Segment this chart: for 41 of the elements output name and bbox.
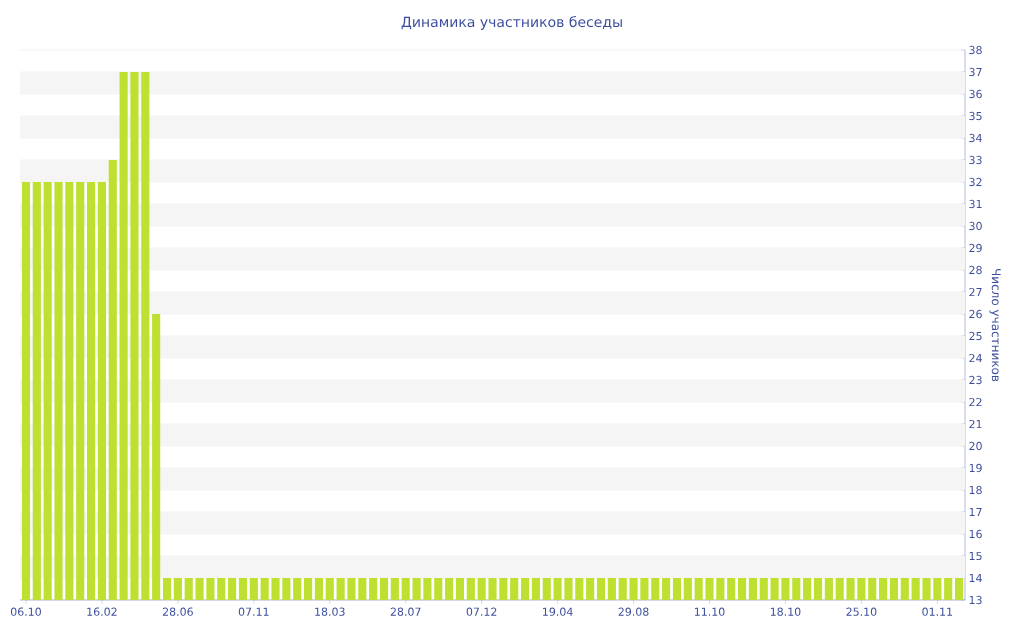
y-tick-label: 16 <box>969 529 982 539</box>
y-tick-label: 24 <box>969 353 982 363</box>
x-tick-label: 01.11 <box>922 607 953 616</box>
y-tick-label: 35 <box>969 111 982 121</box>
x-tick-label: 16.02 <box>87 607 117 616</box>
x-tick-label: 07.12 <box>466 607 497 616</box>
y-axis-title: Число участников <box>989 269 1001 382</box>
x-tick-label: 29.08 <box>618 607 649 616</box>
y-tick-label: 29 <box>969 243 982 253</box>
y-tick-label: 27 <box>969 287 982 297</box>
x-tick-label: 11.10 <box>694 607 725 616</box>
y-tick-label: 25 <box>969 331 982 341</box>
x-tick-label: 07.11 <box>238 607 269 616</box>
y-tick-label: 13 <box>969 595 982 605</box>
y-tick-label: 34 <box>969 133 982 143</box>
y-tick-label: 37 <box>969 67 982 77</box>
x-tick-label: 25.10 <box>846 607 877 616</box>
x-tick-label: 28.06 <box>162 607 193 616</box>
x-tick-label: 28.07 <box>390 607 421 616</box>
y-tick-label: 22 <box>969 397 982 407</box>
chart-title: Динамика участников беседы <box>401 16 622 30</box>
y-tick-label: 19 <box>969 463 982 473</box>
y-tick-label: 23 <box>969 375 982 385</box>
y-tick-label: 15 <box>969 551 982 561</box>
y-tick-label: 17 <box>969 507 982 517</box>
y-tick-label: 14 <box>969 574 982 583</box>
x-tick-label: 06.10 <box>10 607 41 616</box>
x-tick-label: 18.03 <box>315 607 345 616</box>
y-tick-label: 38 <box>969 45 982 55</box>
y-tick-label: 31 <box>969 199 982 209</box>
y-tick-label: 20 <box>969 441 982 451</box>
y-tick-label: 30 <box>969 221 982 231</box>
x-tick-label: 18.10 <box>770 607 801 616</box>
y-tick-label: 18 <box>969 485 982 495</box>
y-tick-label: 21 <box>969 419 982 429</box>
y-tick-label: 32 <box>969 177 982 187</box>
y-tick-label: 36 <box>969 89 982 99</box>
y-tick-label: 26 <box>969 309 982 319</box>
y-tick-label: 33 <box>969 155 982 165</box>
y-tick-label: 28 <box>969 265 982 275</box>
x-tick-label: 19.04 <box>543 607 573 616</box>
